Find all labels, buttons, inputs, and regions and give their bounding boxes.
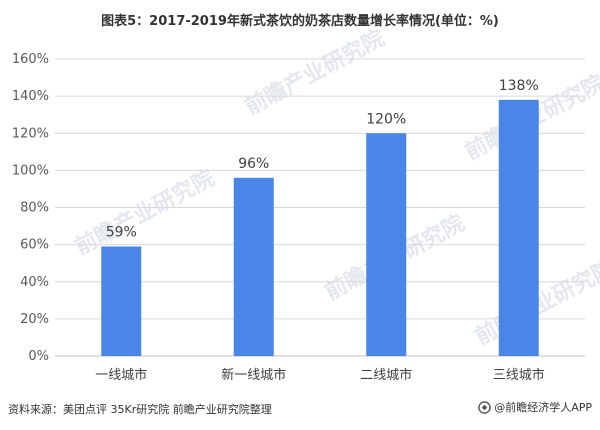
- data-label: 59%: [106, 224, 137, 240]
- y-tick-label: 40%: [20, 275, 49, 290]
- source-note: 资料来源：美团点评 35Kr研究院 前瞻产业研究院整理: [8, 403, 272, 416]
- y-tick-label: 140%: [12, 89, 49, 104]
- y-tick-label: 60%: [20, 238, 49, 253]
- y-tick-label: 100%: [12, 163, 49, 178]
- bar: [101, 246, 142, 356]
- brand-logo-icon: [478, 400, 491, 414]
- data-label: 96%: [238, 156, 269, 172]
- chart-title: 图表5：2017-2019年新式茶饮的奶茶店数量增长率情况(单位：%): [101, 14, 499, 29]
- bar: [366, 133, 407, 356]
- x-tick-label: 三线城市: [493, 367, 545, 383]
- watermark-text: 前瞻产业研究院: [71, 165, 219, 260]
- y-tick-label: 120%: [12, 126, 49, 141]
- y-tick-label: 80%: [20, 201, 49, 216]
- x-tick-label: 一线城市: [95, 367, 147, 383]
- x-tick-label: 二线城市: [360, 367, 412, 383]
- data-label: 138%: [499, 78, 539, 94]
- brand-label: @前瞻经济学人APP: [494, 401, 592, 414]
- watermark-text: 前瞻产业研究院: [241, 25, 389, 120]
- brand-credit: @前瞻经济学人APP: [478, 399, 592, 415]
- bar: [498, 99, 539, 357]
- x-tick-label: 新一线城市: [221, 367, 286, 383]
- y-tick-label: 160%: [12, 52, 49, 67]
- y-tick-label: 0%: [28, 349, 49, 364]
- y-tick-label: 20%: [20, 312, 49, 327]
- data-label: 120%: [366, 111, 406, 127]
- bar: [233, 177, 274, 356]
